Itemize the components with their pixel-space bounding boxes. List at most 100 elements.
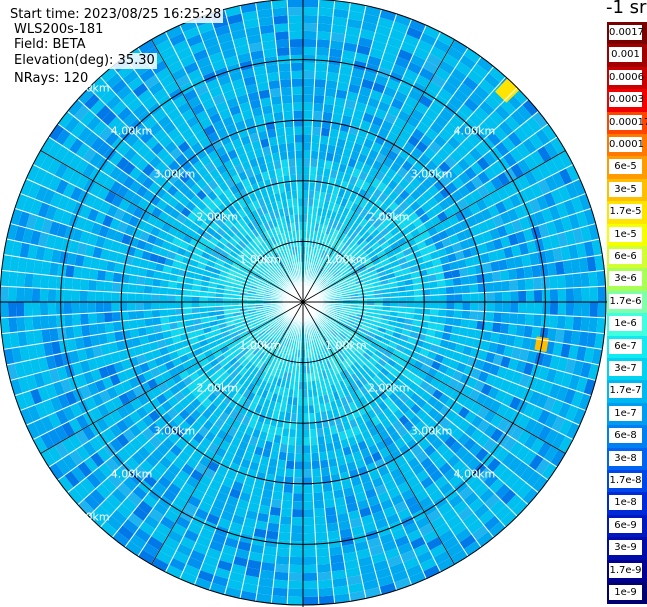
ppi-cell (460, 138, 475, 153)
ppi-cell (556, 315, 566, 330)
ppi-cell (170, 328, 180, 338)
ppi-cell (438, 128, 453, 143)
ppi-cell (275, 467, 286, 477)
ppi-cell (350, 342, 359, 351)
ppi-cell (82, 255, 93, 269)
ppi-cell (184, 319, 194, 327)
ppi-cell (498, 467, 514, 484)
ppi-cell (152, 278, 162, 287)
ppi-cell (95, 302, 104, 313)
ppi-cell (232, 556, 249, 568)
ppi-cell (578, 193, 592, 211)
ppi-cell (267, 374, 275, 384)
ppi-cell (281, 337, 287, 346)
ppi-cell (271, 0, 288, 9)
ppi-cell (183, 307, 192, 315)
ppi-cell (127, 512, 144, 528)
ppi-cell (514, 384, 527, 400)
ppi-cell (219, 134, 232, 146)
ppi-cell (243, 245, 253, 254)
ppi-cell (363, 138, 375, 150)
ppi-cell (463, 471, 478, 486)
ppi-cell (56, 314, 66, 328)
ppi-cell (292, 102, 303, 111)
ppi-cell (394, 56, 411, 69)
ppi-cell (340, 155, 350, 166)
ppi-cell (135, 184, 149, 198)
ppi-cell (315, 330, 322, 339)
ppi-cell (319, 278, 326, 286)
ppi-cell (517, 174, 531, 190)
ppi-cell (510, 425, 524, 441)
ppi-cell (348, 284, 357, 290)
ppi-cell (333, 258, 341, 267)
ppi-cell (522, 99, 539, 117)
ppi-cell (279, 318, 287, 325)
ppi-cell (572, 316, 582, 332)
ppi-cell (377, 465, 390, 477)
ppi-cell (555, 328, 565, 344)
ppi-cell (57, 263, 67, 277)
ppi-cell (506, 207, 519, 222)
ppi-cell (420, 114, 435, 128)
ppi-cell (265, 248, 273, 257)
ppi-cell (137, 89, 154, 104)
ppi-cell (259, 362, 268, 372)
ppi-cell (283, 240, 289, 249)
ppi-cell (141, 176, 155, 190)
ppi-cell (138, 521, 156, 537)
ppi-cell (79, 230, 91, 245)
ppi-cell (95, 355, 106, 369)
ppi-cell (131, 364, 143, 377)
ppi-cell (405, 564, 423, 578)
ppi-cell (328, 56, 342, 66)
ppi-cell (303, 206, 309, 215)
ppi-cell (159, 294, 168, 302)
ppi-cell (324, 343, 331, 352)
ppi-cell (450, 202, 462, 215)
ppi-cell (270, 320, 279, 328)
ppi-cell (286, 331, 292, 340)
ppi-cell (368, 195, 378, 206)
ppi-cell (260, 278, 269, 284)
ppi-cell (71, 302, 81, 315)
ppi-cell (348, 468, 360, 480)
ppi-cell (531, 326, 541, 340)
ppi-cell (295, 150, 303, 159)
ppi-cell (346, 209, 355, 220)
ppi-cell (106, 331, 116, 344)
ppi-cell (306, 222, 312, 231)
ppi-cell (543, 396, 557, 413)
ppi-cell (273, 571, 289, 581)
ppi-cell (128, 471, 143, 486)
ppi-cell (256, 512, 270, 523)
ppi-cell (395, 221, 407, 232)
ppi-cell (116, 405, 130, 420)
ppi-cell (183, 302, 192, 309)
ppi-cell (278, 317, 286, 324)
ppi-cell (397, 382, 409, 393)
ppi-cell (144, 277, 154, 287)
ppi-cell (123, 442, 138, 457)
ppi-cell (376, 371, 386, 381)
ppi-cell (533, 210, 546, 226)
ppi-cell (416, 550, 434, 565)
ppi-cell (279, 336, 285, 345)
ppi-cell (317, 266, 323, 275)
ppi-cell (337, 278, 346, 284)
ppi-cell (328, 278, 337, 285)
ppi-cell (209, 236, 220, 246)
ppi-cell (382, 302, 391, 307)
ppi-cell (80, 324, 91, 337)
ppi-cell (22, 227, 34, 244)
ppi-cell (139, 210, 152, 223)
ppi-cell (242, 224, 252, 234)
ppi-cell (328, 48, 343, 58)
ppi-cell (558, 168, 573, 186)
ppi-cell (295, 166, 303, 175)
ppi-cell (362, 521, 377, 534)
ray-spoke (302, 301, 382, 595)
ppi-cell (390, 291, 399, 298)
ray-spoke (302, 301, 581, 426)
ppi-cell (313, 102, 324, 112)
